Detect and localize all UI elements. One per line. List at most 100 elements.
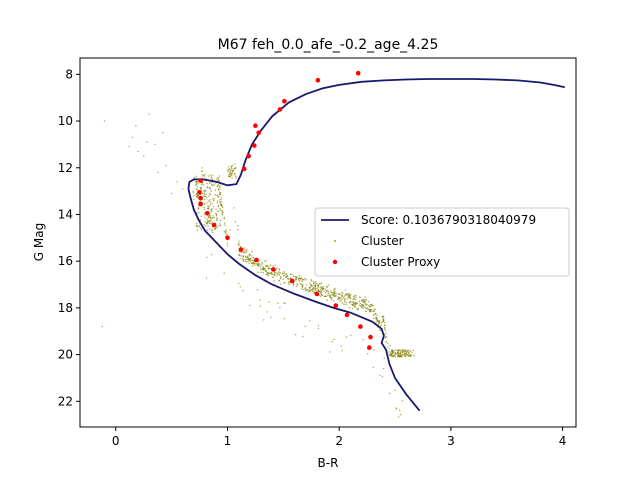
cluster-point bbox=[349, 301, 352, 303]
cluster-point bbox=[365, 303, 367, 305]
legend: Score: 0.1036790318040979 Cluster Cluste… bbox=[314, 207, 570, 277]
cluster-point bbox=[226, 242, 229, 244]
cluster-point bbox=[399, 356, 401, 358]
cluster-point bbox=[208, 195, 210, 197]
cluster-point bbox=[292, 285, 294, 287]
cluster-point bbox=[239, 286, 242, 288]
cluster-point bbox=[395, 408, 398, 410]
cluster-point bbox=[210, 182, 212, 184]
cluster-point bbox=[246, 249, 248, 251]
cluster-point bbox=[263, 268, 266, 271]
cluster-point bbox=[402, 351, 404, 353]
cluster-point bbox=[264, 260, 266, 262]
cluster-point bbox=[347, 295, 350, 297]
cluster-point bbox=[215, 208, 217, 210]
cluster-proxy-point bbox=[254, 257, 259, 263]
cluster-point bbox=[252, 262, 255, 264]
cluster-proxy-point bbox=[277, 107, 283, 112]
cluster-proxy-point bbox=[367, 345, 372, 350]
cluster-point bbox=[206, 220, 208, 222]
cluster-point bbox=[203, 190, 205, 192]
cluster-point bbox=[413, 354, 415, 357]
x-tick-label: 2 bbox=[335, 434, 343, 448]
cluster-point bbox=[363, 299, 365, 301]
cluster-point bbox=[330, 290, 332, 292]
cluster-point bbox=[359, 296, 361, 298]
cluster-point bbox=[215, 227, 217, 229]
cluster-point bbox=[347, 296, 349, 298]
cluster-point bbox=[320, 287, 322, 289]
cluster-point bbox=[394, 352, 397, 354]
legend-item-proxy: Cluster Proxy bbox=[361, 255, 440, 269]
cluster-point bbox=[248, 255, 251, 257]
cluster-proxy-point bbox=[315, 77, 321, 83]
cluster-point bbox=[398, 416, 400, 418]
cluster-point bbox=[257, 271, 259, 273]
cluster-point bbox=[198, 194, 200, 197]
cluster-point bbox=[320, 289, 322, 291]
cluster-point bbox=[313, 281, 316, 284]
cluster-point bbox=[340, 345, 342, 347]
cluster-point bbox=[198, 225, 200, 227]
cluster-point bbox=[337, 298, 339, 300]
cluster-point bbox=[394, 389, 396, 391]
cluster-proxy-point bbox=[271, 267, 276, 272]
cluster-point bbox=[357, 307, 359, 309]
cluster-point bbox=[234, 175, 237, 178]
cluster-point bbox=[331, 340, 333, 343]
cluster-point bbox=[243, 260, 245, 263]
cluster-point bbox=[195, 194, 197, 196]
cluster-point bbox=[249, 259, 251, 261]
cluster-point bbox=[214, 189, 217, 191]
cluster-point bbox=[387, 346, 389, 348]
cluster-point bbox=[346, 298, 349, 300]
cluster-point bbox=[401, 400, 404, 402]
cluster-point bbox=[197, 207, 200, 209]
cluster-point bbox=[300, 279, 302, 281]
cluster-point bbox=[366, 307, 369, 309]
cluster-point bbox=[283, 271, 285, 273]
cluster-point bbox=[378, 322, 380, 324]
cluster-point bbox=[351, 307, 354, 310]
cluster-point bbox=[303, 288, 305, 291]
cluster-point bbox=[210, 219, 212, 222]
cluster-point bbox=[210, 203, 212, 206]
cluster-point bbox=[372, 317, 375, 320]
cluster-point bbox=[294, 276, 297, 278]
cluster-point bbox=[384, 336, 387, 339]
cluster-point bbox=[310, 289, 313, 291]
cluster-point bbox=[231, 172, 234, 174]
cluster-point bbox=[392, 355, 395, 358]
cluster-point bbox=[265, 270, 268, 272]
cluster-point bbox=[210, 215, 212, 217]
cluster-point bbox=[222, 211, 224, 214]
cluster-point bbox=[201, 192, 204, 195]
cluster-point bbox=[409, 351, 411, 353]
cluster-proxy-point bbox=[358, 324, 363, 329]
cluster-proxy-point bbox=[246, 153, 251, 159]
cluster-proxy-point bbox=[198, 195, 203, 201]
cluster-point bbox=[259, 266, 262, 268]
cluster-point bbox=[272, 276, 274, 278]
cluster-point bbox=[270, 272, 272, 275]
cluster-point bbox=[247, 260, 249, 262]
cluster-point bbox=[230, 166, 233, 169]
cluster-point bbox=[300, 277, 302, 279]
cluster-point bbox=[339, 298, 341, 300]
cluster-point bbox=[238, 243, 240, 245]
cluster-point bbox=[276, 273, 279, 276]
cluster-point bbox=[231, 170, 234, 172]
x-tick-label: 3 bbox=[447, 434, 455, 448]
cluster-point bbox=[210, 210, 212, 213]
cluster-point bbox=[215, 214, 217, 216]
cluster-point bbox=[301, 280, 303, 283]
cluster-point bbox=[240, 245, 242, 248]
cluster-point bbox=[208, 205, 210, 207]
cluster-point bbox=[195, 222, 198, 225]
cluster-point bbox=[327, 294, 329, 296]
y-tick-label: 10 bbox=[58, 114, 73, 128]
cluster-proxy-point bbox=[205, 211, 210, 216]
cluster-point bbox=[196, 180, 198, 183]
cluster-point bbox=[263, 319, 265, 321]
cluster-point bbox=[333, 291, 335, 293]
